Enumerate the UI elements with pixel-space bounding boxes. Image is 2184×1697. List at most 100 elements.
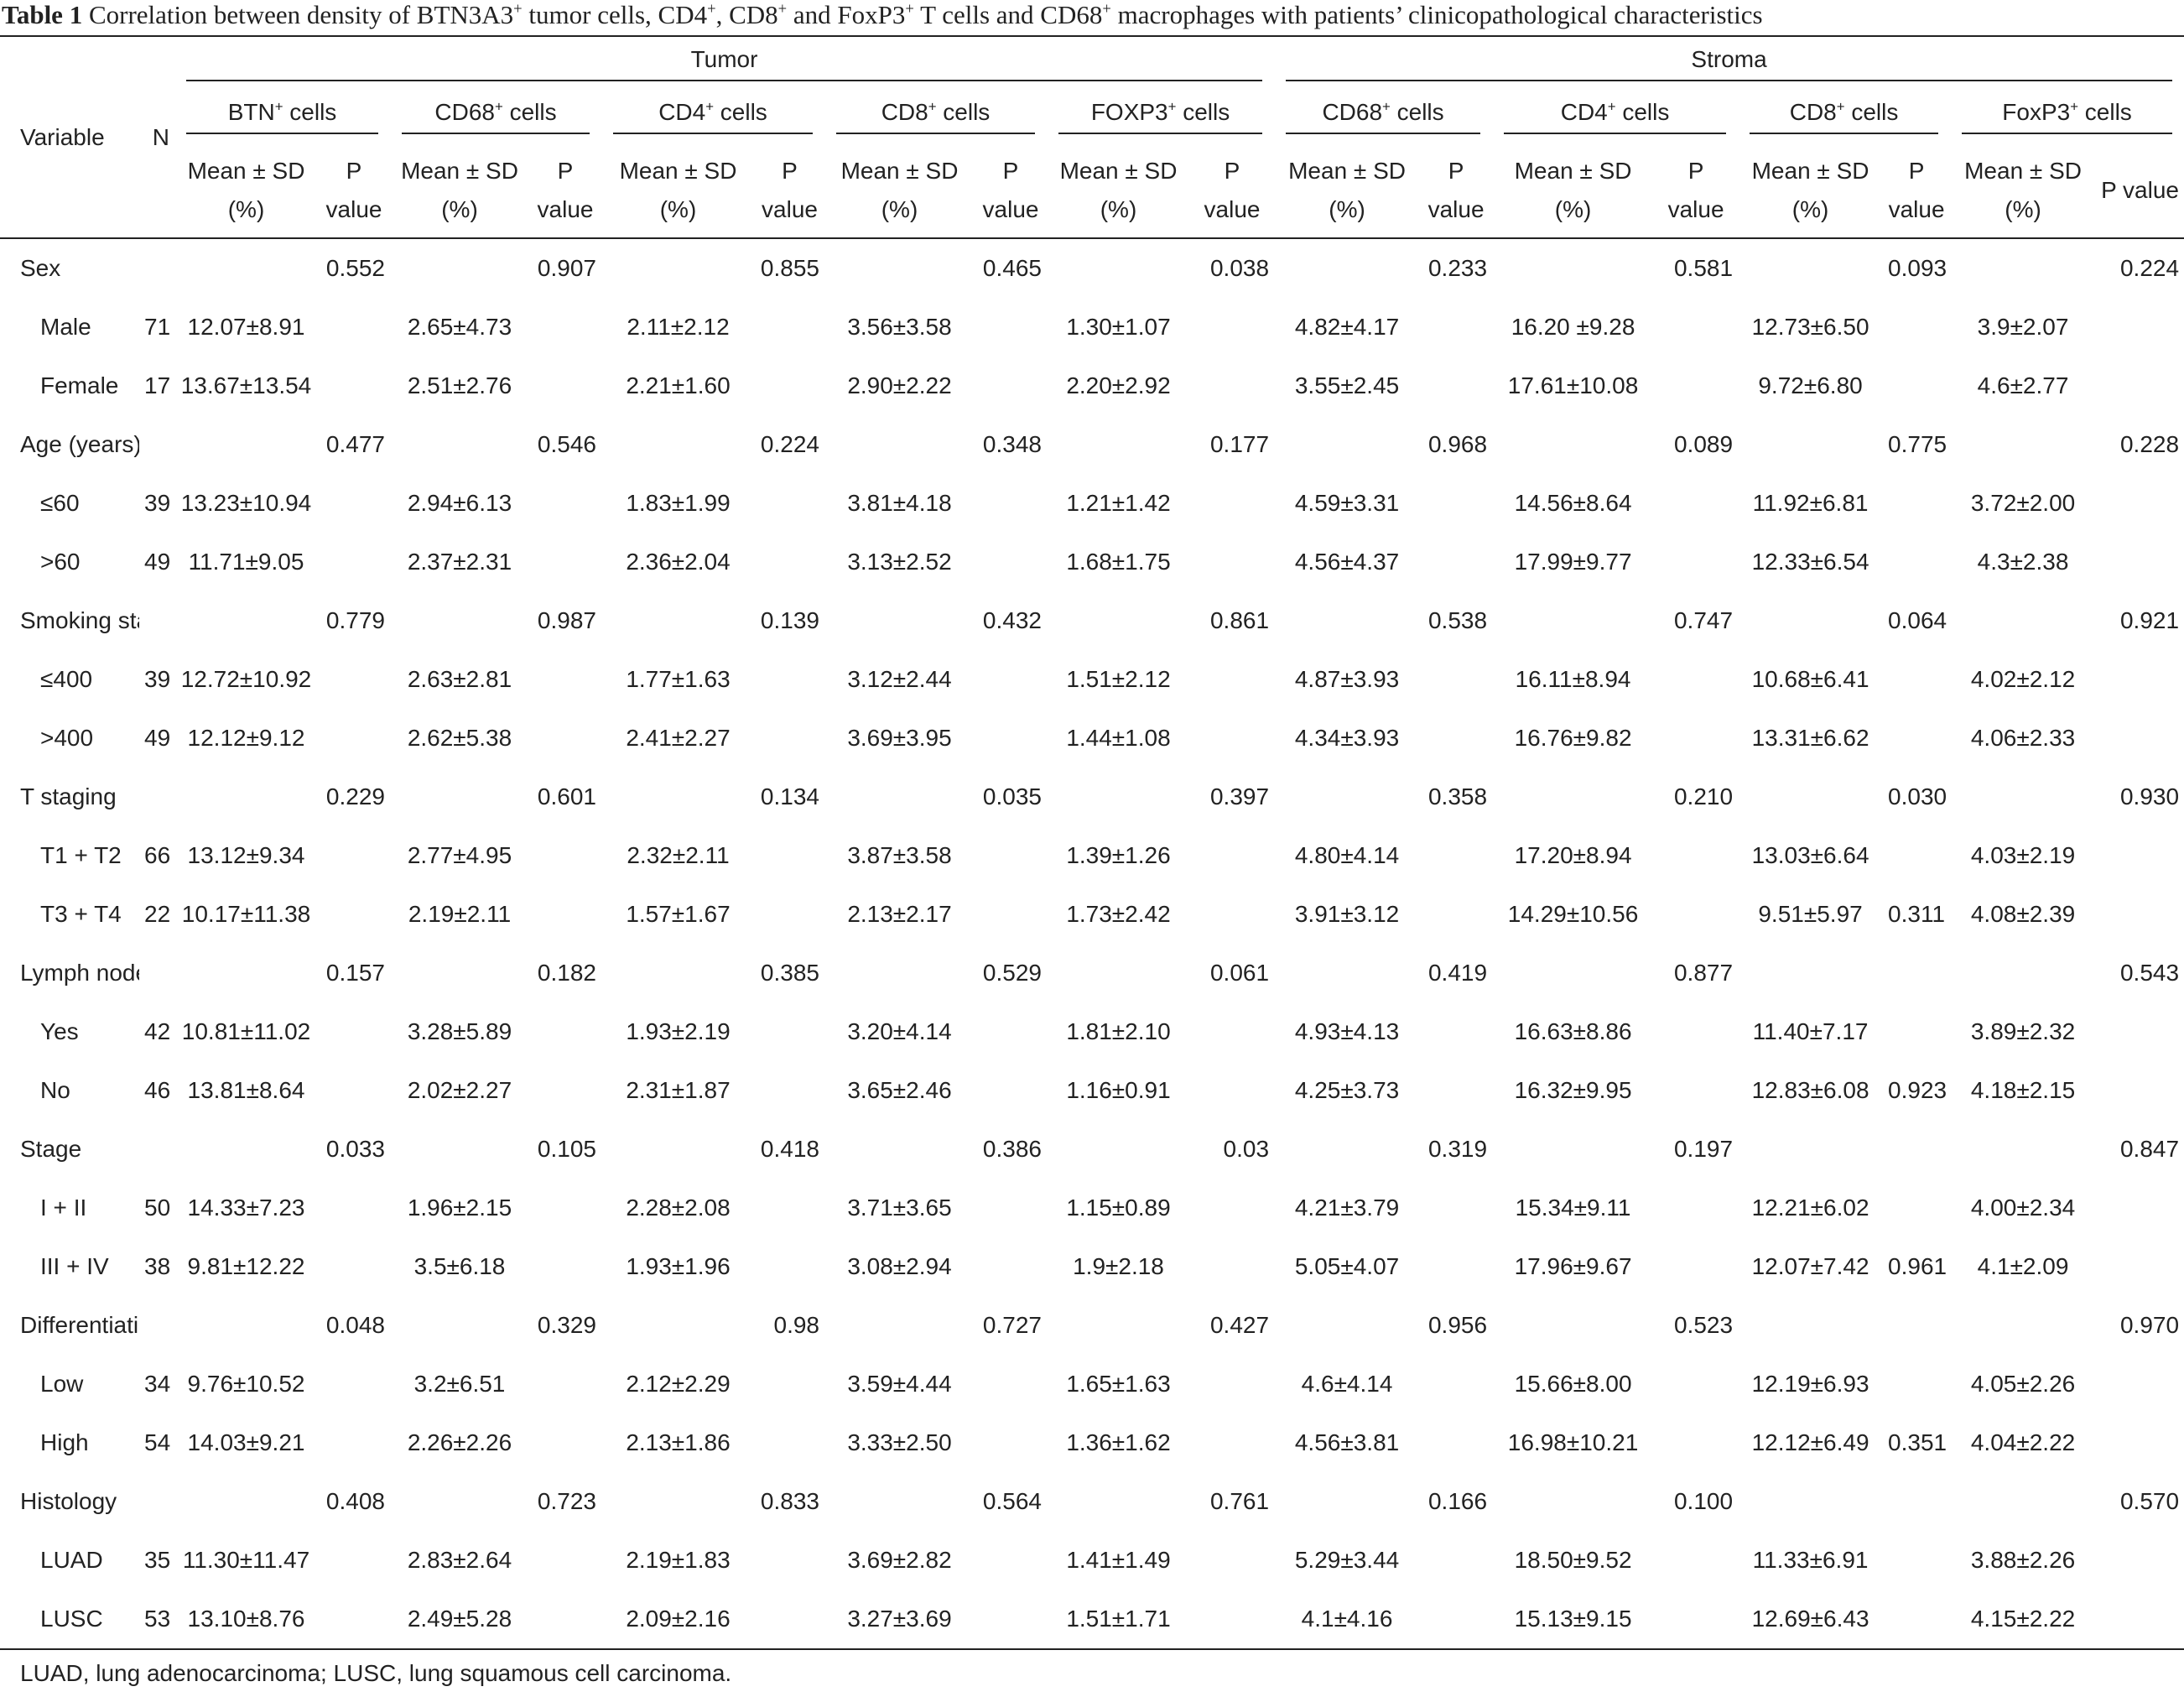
- p-value-cell: [1883, 650, 1950, 709]
- mean-cell: [1274, 238, 1420, 298]
- mean-cell: 12.69±6.43: [1751, 1606, 1869, 1632]
- mean-cell: 1.81±2.10: [1066, 1018, 1171, 1044]
- mean-cell: 11.30±11.47: [182, 1547, 310, 1573]
- mean-cell: [824, 415, 975, 474]
- text: tumor cells, CD4: [522, 0, 708, 29]
- text: T cells and CD68: [913, 0, 1103, 29]
- mean-cell: 16.76±9.82: [1514, 725, 1632, 751]
- p-value-cell: [1654, 357, 1738, 415]
- n-cell: [139, 1120, 174, 1179]
- mean-cell: [1492, 238, 1654, 298]
- p-value-cell: [318, 1355, 390, 1413]
- header-row: Variable N Tumor Stroma: [0, 36, 2184, 239]
- p-value-cell: 0.877: [1673, 960, 1734, 986]
- mean-cell: 12.12±6.49: [1751, 1429, 1869, 1455]
- mean-cell: [390, 238, 529, 298]
- p-value-cell: 0.210: [1673, 783, 1734, 809]
- mean-cell: 9.81±12.22: [187, 1253, 305, 1279]
- p-value-cell: [2096, 298, 2184, 357]
- mean-cell: [1738, 1472, 1883, 1531]
- p-value-cell: [1654, 1237, 1738, 1296]
- p-value-cell: [2096, 1179, 2184, 1237]
- subheader: P value: [2096, 143, 2184, 239]
- column-header: CD8+ cells: [1738, 90, 1950, 143]
- mean-cell: [1492, 1296, 1654, 1355]
- p-value-cell: 0.970: [2119, 1312, 2180, 1338]
- mean-cell: 3.89±2.32: [1970, 1018, 2076, 1044]
- p-value-cell: 0.311: [1888, 901, 1946, 927]
- mean-cell: [1047, 1296, 1190, 1355]
- p-value-cell: [1190, 650, 1274, 709]
- mean-cell: [174, 591, 318, 650]
- table-row: T1 + T2 66 13.12±9.34 2.77±4.95 2.32±2.11 3.8…: [0, 826, 2184, 885]
- table-row: Sex 0.552 0.907 0.855 0.465 0.038 0.233 0.581 0.…: [0, 238, 2184, 298]
- p-value-cell: [1420, 1061, 1492, 1120]
- mean-cell: 3.27±3.69: [847, 1606, 952, 1632]
- table: Variable N Tumor Stroma BTN+ cells CD68+ cell…: [0, 35, 2184, 1650]
- mean-cell: 3.81±4.18: [847, 490, 952, 516]
- p-value-cell: [318, 650, 390, 709]
- subheader: P value: [1883, 143, 1951, 239]
- n-cell: [139, 1472, 174, 1531]
- mean-cell: 3.13±2.52: [847, 549, 952, 575]
- p-value-cell: 0.727: [982, 1312, 1042, 1338]
- mean-cell: [824, 944, 975, 1002]
- p-value-cell: [975, 885, 1047, 944]
- variable-cell: Male: [40, 314, 91, 340]
- mean-cell: 3.88±2.26: [1970, 1547, 2076, 1573]
- mean-cell: [1274, 591, 1420, 650]
- p-value-cell: [1654, 298, 1738, 357]
- mean-cell: 12.72±10.92: [180, 666, 312, 692]
- mean-cell: 2.31±1.87: [626, 1077, 731, 1103]
- subheader: Mean ± SD (%): [1950, 143, 2097, 239]
- mean-cell: 3.9±2.07: [1977, 314, 2069, 340]
- mean-cell: 2.19±2.11: [408, 901, 512, 927]
- variable-cell: ≤400: [40, 666, 93, 692]
- p-value-cell: 0.601: [537, 783, 596, 809]
- p-value-cell: [1654, 1531, 1738, 1590]
- column-label: CD68+ cells: [1286, 99, 1481, 134]
- mean-cell: 9.51±5.97: [1758, 901, 1863, 927]
- p-value-cell: [318, 533, 390, 591]
- p-value-cell: [529, 1413, 601, 1472]
- p-value-cell: [1190, 1179, 1274, 1237]
- mean-cell: 3.5±6.18: [413, 1253, 506, 1279]
- variable-cell: Histology: [20, 1488, 117, 1514]
- variable-cell: ≤60: [40, 490, 80, 516]
- mean-cell: [1047, 238, 1190, 298]
- p-value-cell: [1654, 1061, 1738, 1120]
- p-value-cell: [318, 1002, 390, 1061]
- p-value-cell: 0.538: [1427, 607, 1488, 633]
- mean-cell: 3.56±3.58: [847, 314, 952, 340]
- mean-cell: 12.21±6.02: [1751, 1195, 1869, 1221]
- table-row: Smoking status 0.779 0.987 0.139 0.432 0.861 0…: [0, 591, 2184, 650]
- p-value-cell: [1654, 533, 1738, 591]
- p-value-cell: 0.761: [1209, 1488, 1270, 1514]
- p-value-cell: 0.747: [1673, 607, 1734, 633]
- column-label: CD4+ cells: [613, 99, 813, 134]
- p-value-cell: [529, 298, 601, 357]
- n-cell: [139, 944, 174, 1002]
- mean-cell: 12.73±6.50: [1751, 314, 1869, 340]
- mean-cell: 3.20±4.14: [847, 1018, 952, 1044]
- mean-cell: 2.12±2.29: [626, 1371, 731, 1397]
- mean-cell: [1274, 944, 1420, 1002]
- p-value-cell: [1654, 826, 1738, 885]
- mean-cell: [1738, 1120, 1883, 1179]
- p-value-cell: [1190, 1002, 1274, 1061]
- mean-cell: [824, 238, 975, 298]
- mean-cell: 2.62±5.38: [407, 725, 512, 751]
- p-value-cell: [755, 1179, 824, 1237]
- mean-cell: 2.26±2.26: [407, 1429, 512, 1455]
- superscript: +: [1836, 98, 1845, 115]
- mean-cell: 1.30±1.07: [1066, 314, 1171, 340]
- p-value-cell: [1654, 1002, 1738, 1061]
- p-value-cell: [2096, 357, 2184, 415]
- mean-cell: [1047, 591, 1190, 650]
- mean-cell: 10.68±6.41: [1751, 666, 1869, 692]
- p-value-cell: 0.397: [1209, 783, 1270, 809]
- p-value-cell: 0.570: [2119, 1488, 2180, 1514]
- p-value-cell: [1190, 1237, 1274, 1296]
- subheader: Mean ± SD (%): [1738, 143, 1884, 239]
